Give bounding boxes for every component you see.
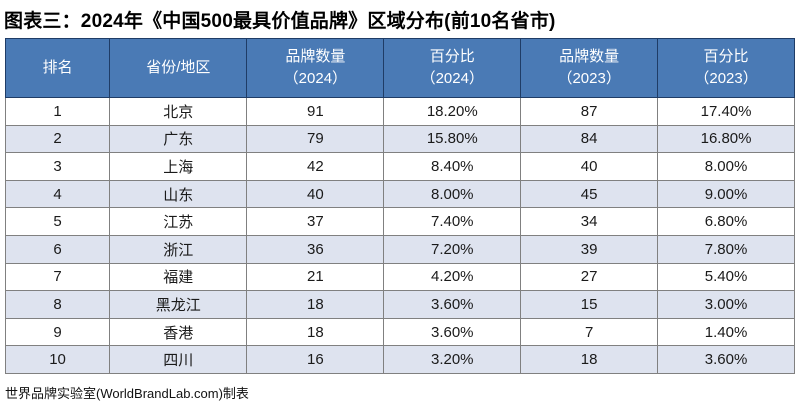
cell: 3 (4, 152, 111, 181)
cell: 37 (246, 207, 385, 236)
table-row: 2 广东 79 15.80% 84 16.80% (4, 124, 795, 154)
cell: 3.60% (383, 317, 522, 347)
cell: 8.00% (657, 152, 795, 181)
cell: 16 (246, 345, 385, 374)
cell: 16.80% (657, 124, 795, 154)
cell: 40 (246, 179, 385, 209)
cell: 福建 (109, 262, 248, 292)
cell: 广东 (109, 124, 248, 154)
cell: 8.40% (383, 152, 522, 181)
cell: 15 (520, 290, 659, 319)
cell: 4.20% (383, 262, 522, 292)
cell: 7.40% (383, 207, 522, 236)
column-header: 百分比 （2024） (383, 38, 522, 98)
cell: 27 (520, 262, 659, 292)
cell: 3.60% (657, 345, 795, 374)
table-row: 1 北京 91 18.20% 87 17.40% (4, 97, 795, 126)
cell: 北京 (109, 97, 248, 126)
figure-title: 图表三：2024年《中国500最具价值品牌》区域分布(前10名省市) (4, 11, 556, 32)
cell: 17.40% (657, 97, 795, 126)
cell: 香港 (109, 317, 248, 347)
cell: 18.20% (383, 97, 522, 126)
cell: 1.40% (657, 317, 795, 347)
cell: 21 (246, 262, 385, 292)
cell: 40 (520, 152, 659, 181)
cell: 39 (520, 234, 659, 264)
table-header-row: 排名 省份/地区 品牌数量 （2024） 百分比 （2024） 品牌数量 （2023） 百分比（… (4, 38, 795, 98)
cell: 5 (4, 207, 111, 236)
cell: 四川 (109, 345, 248, 374)
cell: 5.40% (657, 262, 795, 292)
table-header: 排名 省份/地区 品牌数量 （2024） 百分比 （2024） 品牌数量 （2023） 百分比（… (4, 38, 795, 98)
cell: 6 (4, 234, 111, 264)
source-note: 世界品牌实验室(WorldBrandLab.com)制表 (5, 386, 249, 401)
column-header: 品牌数量 （2024） (246, 38, 385, 98)
table-row: 6 浙江 36 7.20% 39 7.80% (4, 234, 795, 264)
table-row: 5 江苏 37 7.40% 34 6.80% (4, 207, 795, 236)
table-row: 9 香港 18 3.60% 7 1.40% (4, 317, 795, 347)
cell: 上海 (109, 152, 248, 181)
cell: 7.80% (657, 234, 795, 264)
cell: 9.00% (657, 179, 795, 209)
cell: 18 (246, 317, 385, 347)
cell: 18 (246, 290, 385, 319)
cell: 45 (520, 179, 659, 209)
cell: 2 (4, 124, 111, 154)
cell: 8 (4, 290, 111, 319)
cell: 4 (4, 179, 111, 209)
cell: 浙江 (109, 234, 248, 264)
table-row: 7 福建 21 4.20% 27 5.40% (4, 262, 795, 292)
table-body: 1 北京 91 18.20% 87 17.40% 2 广东 79 15.80% 84 16.80% 3 上… (4, 97, 795, 374)
cell: 8.00% (383, 179, 522, 209)
cell: 山东 (109, 179, 248, 209)
cell: 7 (4, 262, 111, 292)
cell: 6.80% (657, 207, 795, 236)
table-row: 10 四川 16 3.20% 18 3.60% (4, 345, 795, 374)
cell: 10 (4, 345, 111, 374)
cell: 9 (4, 317, 111, 347)
cell: 84 (520, 124, 659, 154)
cell: 18 (520, 345, 659, 374)
column-header: 品牌数量 （2023） (520, 38, 659, 98)
column-header: 百分比 （2023） (657, 38, 795, 98)
cell: 7.20% (383, 234, 522, 264)
cell: 79 (246, 124, 385, 154)
cell: 7 (520, 317, 659, 347)
cell: 1 (4, 97, 111, 126)
cell: 87 (520, 97, 659, 126)
cell: 36 (246, 234, 385, 264)
cell: 黑龙江 (109, 290, 248, 319)
brand-value-table: 排名 省份/地区 品牌数量 （2024） 百分比 （2024） 品牌数量 （2023） 百分比（… (4, 38, 795, 374)
cell: 3.20% (383, 345, 522, 374)
table-row: 8 黑龙江 18 3.60% 15 3.00% (4, 290, 795, 319)
cell: 91 (246, 97, 385, 126)
cell: 江苏 (109, 207, 248, 236)
column-header: 排名 (4, 38, 111, 98)
cell: 15.80% (383, 124, 522, 154)
cell: 3.60% (383, 290, 522, 319)
cell: 42 (246, 152, 385, 181)
table-row: 3 上海 42 8.40% 40 8.00% (4, 152, 795, 181)
column-header: 省份/地区 (109, 38, 248, 98)
cell: 3.00% (657, 290, 795, 319)
cell: 34 (520, 207, 659, 236)
table-row: 4 山东 40 8.00% 45 9.00% (4, 179, 795, 209)
